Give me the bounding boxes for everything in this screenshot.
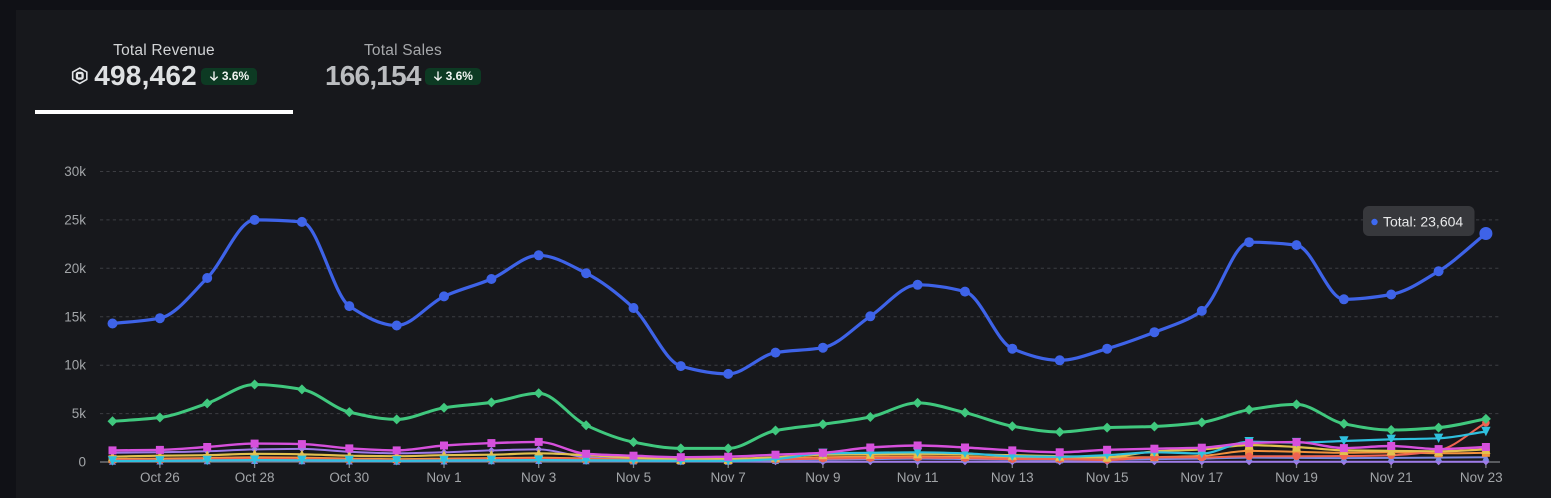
svg-text:Nov 21: Nov 21	[1370, 470, 1413, 485]
svg-text:10k: 10k	[64, 358, 86, 373]
svg-text:Total: 23,604: Total: 23,604	[1383, 214, 1463, 230]
svg-text:Oct 26: Oct 26	[140, 470, 180, 485]
svg-text:Oct 28: Oct 28	[235, 470, 275, 485]
svg-text:0: 0	[78, 455, 86, 470]
svg-text:Nov 15: Nov 15	[1086, 470, 1129, 485]
svg-text:Nov 13: Nov 13	[991, 470, 1034, 485]
svg-text:25k: 25k	[64, 212, 86, 227]
svg-text:Nov 7: Nov 7	[711, 470, 746, 485]
svg-text:Nov 17: Nov 17	[1180, 470, 1223, 485]
svg-text:Nov 9: Nov 9	[805, 470, 840, 485]
svg-text:5k: 5k	[72, 406, 87, 421]
svg-text:15k: 15k	[64, 309, 86, 324]
svg-text:Nov 11: Nov 11	[897, 470, 939, 485]
svg-text:Nov 1: Nov 1	[426, 470, 461, 485]
svg-text:Nov 3: Nov 3	[521, 470, 556, 485]
svg-text:Nov 23: Nov 23	[1460, 470, 1503, 485]
svg-text:Nov 19: Nov 19	[1275, 470, 1318, 485]
svg-text:Nov 5: Nov 5	[616, 470, 651, 485]
svg-text:Oct 30: Oct 30	[329, 470, 369, 485]
svg-text:20k: 20k	[64, 261, 86, 276]
svg-text:30k: 30k	[64, 164, 86, 179]
